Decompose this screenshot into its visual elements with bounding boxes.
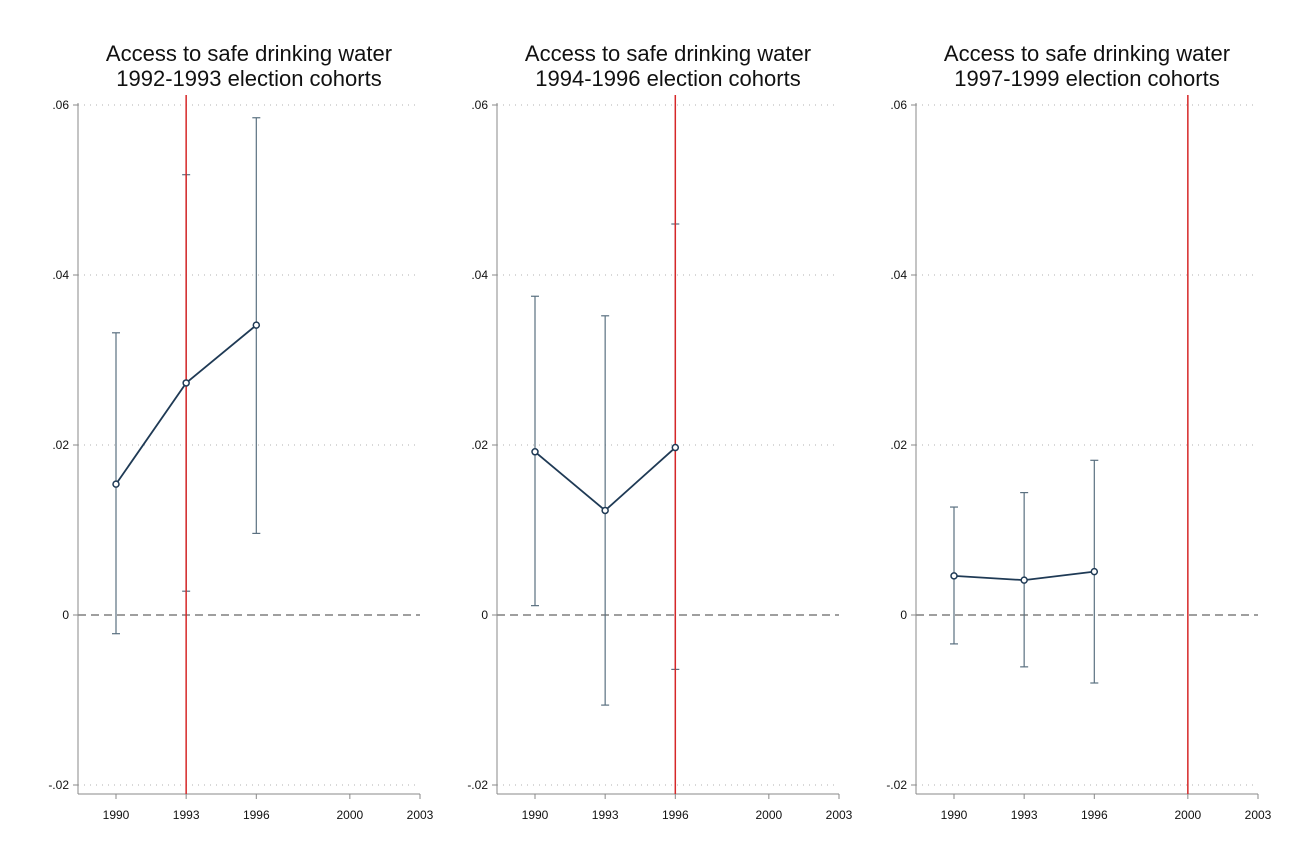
x-tick-label: 2003 [407,808,434,822]
data-point [531,448,539,456]
x-tick-label: 1993 [173,808,200,822]
x-tick-label: 1996 [1081,808,1108,822]
x-tick-label: 1990 [103,808,130,822]
x-tick-label: 2003 [826,808,853,822]
data-point [112,480,120,488]
x-tick-label: 1990 [522,808,549,822]
y-tick-label: .06 [890,98,907,112]
y-tick-label: .04 [52,268,69,282]
x-tick-label: 1996 [662,808,689,822]
data-point [252,321,261,329]
chart-panel-1994-1996: Access to safe drinking water 1994-1996 … [467,41,852,822]
panel-title-line-2: 1997-1999 election cohorts [954,66,1219,91]
x-tick-label: 2003 [1245,808,1272,822]
panel-title-line-1: Access to safe drinking water [525,41,811,66]
y-tick-label: 0 [900,608,907,622]
chart-panel-1992-1993: Access to safe drinking water 1992-1993 … [48,41,433,822]
x-tick-label: 2000 [336,808,363,822]
chart-panel-1997-1999: Access to safe drinking water 1997-1999 … [886,41,1271,822]
x-tick-label: 1996 [243,808,270,822]
data-point [182,379,190,387]
data-point [671,443,680,452]
data-point [1020,576,1028,584]
panel-title-line-2: 1992-1993 election cohorts [116,66,381,91]
y-tick-label: .04 [890,268,907,282]
y-tick-label: .06 [471,98,488,112]
x-tick-label: 2000 [755,808,782,822]
x-tick-label: 2000 [1174,808,1201,822]
y-tick-label: .06 [52,98,69,112]
y-tick-label: 0 [481,608,488,622]
y-tick-label: -.02 [48,778,69,792]
panel-title-line-1: Access to safe drinking water [106,41,392,66]
x-tick-label: 1990 [941,808,968,822]
x-tick-label: 1993 [1011,808,1038,822]
data-point [950,572,958,580]
y-tick-label: -.02 [886,778,907,792]
y-tick-label: 0 [62,608,69,622]
panel-title-line-1: Access to safe drinking water [944,41,1230,66]
y-tick-label: .02 [471,438,488,452]
x-tick-label: 1993 [592,808,619,822]
data-point [1090,567,1099,576]
y-tick-label: .04 [471,268,488,282]
y-tick-label: .02 [890,438,907,452]
panel-title-line-2: 1994-1996 election cohorts [535,66,800,91]
data-point [601,506,609,515]
y-tick-label: -.02 [467,778,488,792]
y-tick-label: .02 [52,438,69,452]
